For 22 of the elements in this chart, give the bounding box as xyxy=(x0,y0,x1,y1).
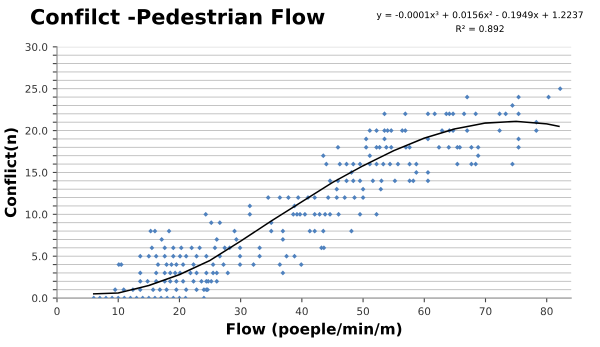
x-tick-label: 50 xyxy=(357,307,370,316)
x-tick-label: 40 xyxy=(296,307,308,316)
text: y = -0.0001x³ + 0.0156x² - 0.1949x + 1.2237 xyxy=(376,11,583,20)
y-tick-label: 15.0 xyxy=(26,168,48,177)
x-tick-label: 10 xyxy=(112,307,124,316)
line-series xyxy=(92,120,560,295)
text: R² = 0.892 xyxy=(456,25,504,32)
y-axis-title: Conflict(n) xyxy=(4,128,18,218)
x-axis-title: Flow (poeple/min/m) xyxy=(226,322,402,338)
x-tick-label: 0 xyxy=(54,307,60,316)
y-tick-label: 30.0 xyxy=(26,43,48,51)
y-tick-label: 5.0 xyxy=(32,252,48,260)
x-tick-label: 70 xyxy=(480,307,492,316)
x-tick-label: 30 xyxy=(234,307,247,316)
x-tick-label: 60 xyxy=(418,307,430,316)
y-tick-label: 25.0 xyxy=(26,84,48,93)
x-tick-label: 80 xyxy=(540,307,553,316)
y-tick-label: 0.0 xyxy=(32,294,48,302)
chart-title: Confilct -Pedestrian Flow xyxy=(31,8,325,25)
y-tick-label: 20.0 xyxy=(26,126,48,135)
x-tick-label: 20 xyxy=(174,307,186,316)
y-tick-label: 10.0 xyxy=(26,210,48,218)
